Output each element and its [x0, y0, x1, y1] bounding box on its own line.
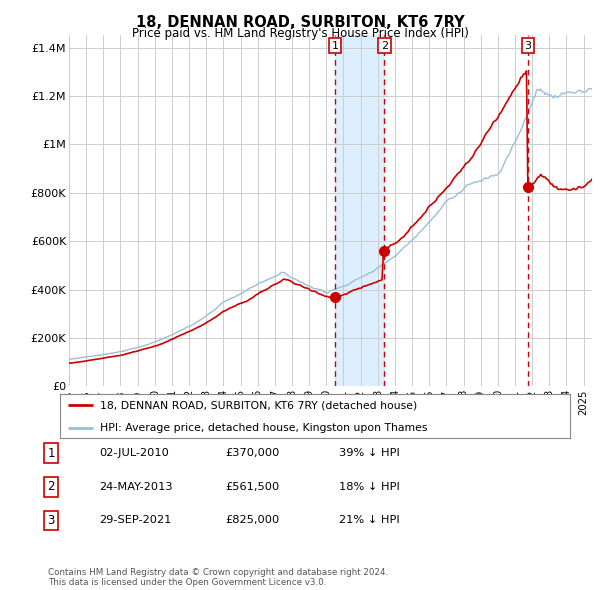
Text: £370,000: £370,000 [225, 448, 280, 458]
Text: HPI: Average price, detached house, Kingston upon Thames: HPI: Average price, detached house, King… [100, 423, 427, 433]
Text: 3: 3 [47, 514, 55, 527]
Text: 2: 2 [47, 480, 55, 493]
Text: £561,500: £561,500 [225, 482, 279, 491]
Text: Contains HM Land Registry data © Crown copyright and database right 2024.
This d: Contains HM Land Registry data © Crown c… [48, 568, 388, 587]
Text: 18, DENNAN ROAD, SURBITON, KT6 7RY (detached house): 18, DENNAN ROAD, SURBITON, KT6 7RY (deta… [100, 401, 417, 411]
Text: 29-SEP-2021: 29-SEP-2021 [99, 516, 172, 525]
Text: 39% ↓ HPI: 39% ↓ HPI [339, 448, 400, 458]
Text: 21% ↓ HPI: 21% ↓ HPI [339, 516, 400, 525]
Text: £825,000: £825,000 [225, 516, 279, 525]
Bar [335, 35, 384, 386]
Text: 18, DENNAN ROAD, SURBITON, KT6 7RY: 18, DENNAN ROAD, SURBITON, KT6 7RY [136, 15, 464, 30]
Text: 1: 1 [331, 41, 338, 51]
Text: Price paid vs. HM Land Registry's House Price Index (HPI): Price paid vs. HM Land Registry's House … [131, 27, 469, 40]
Text: 18% ↓ HPI: 18% ↓ HPI [339, 482, 400, 491]
Text: 02-JUL-2010: 02-JUL-2010 [99, 448, 169, 458]
Text: 2: 2 [381, 41, 388, 51]
Text: 1: 1 [47, 447, 55, 460]
Text: 3: 3 [524, 41, 532, 51]
Text: 24-MAY-2013: 24-MAY-2013 [99, 482, 173, 491]
